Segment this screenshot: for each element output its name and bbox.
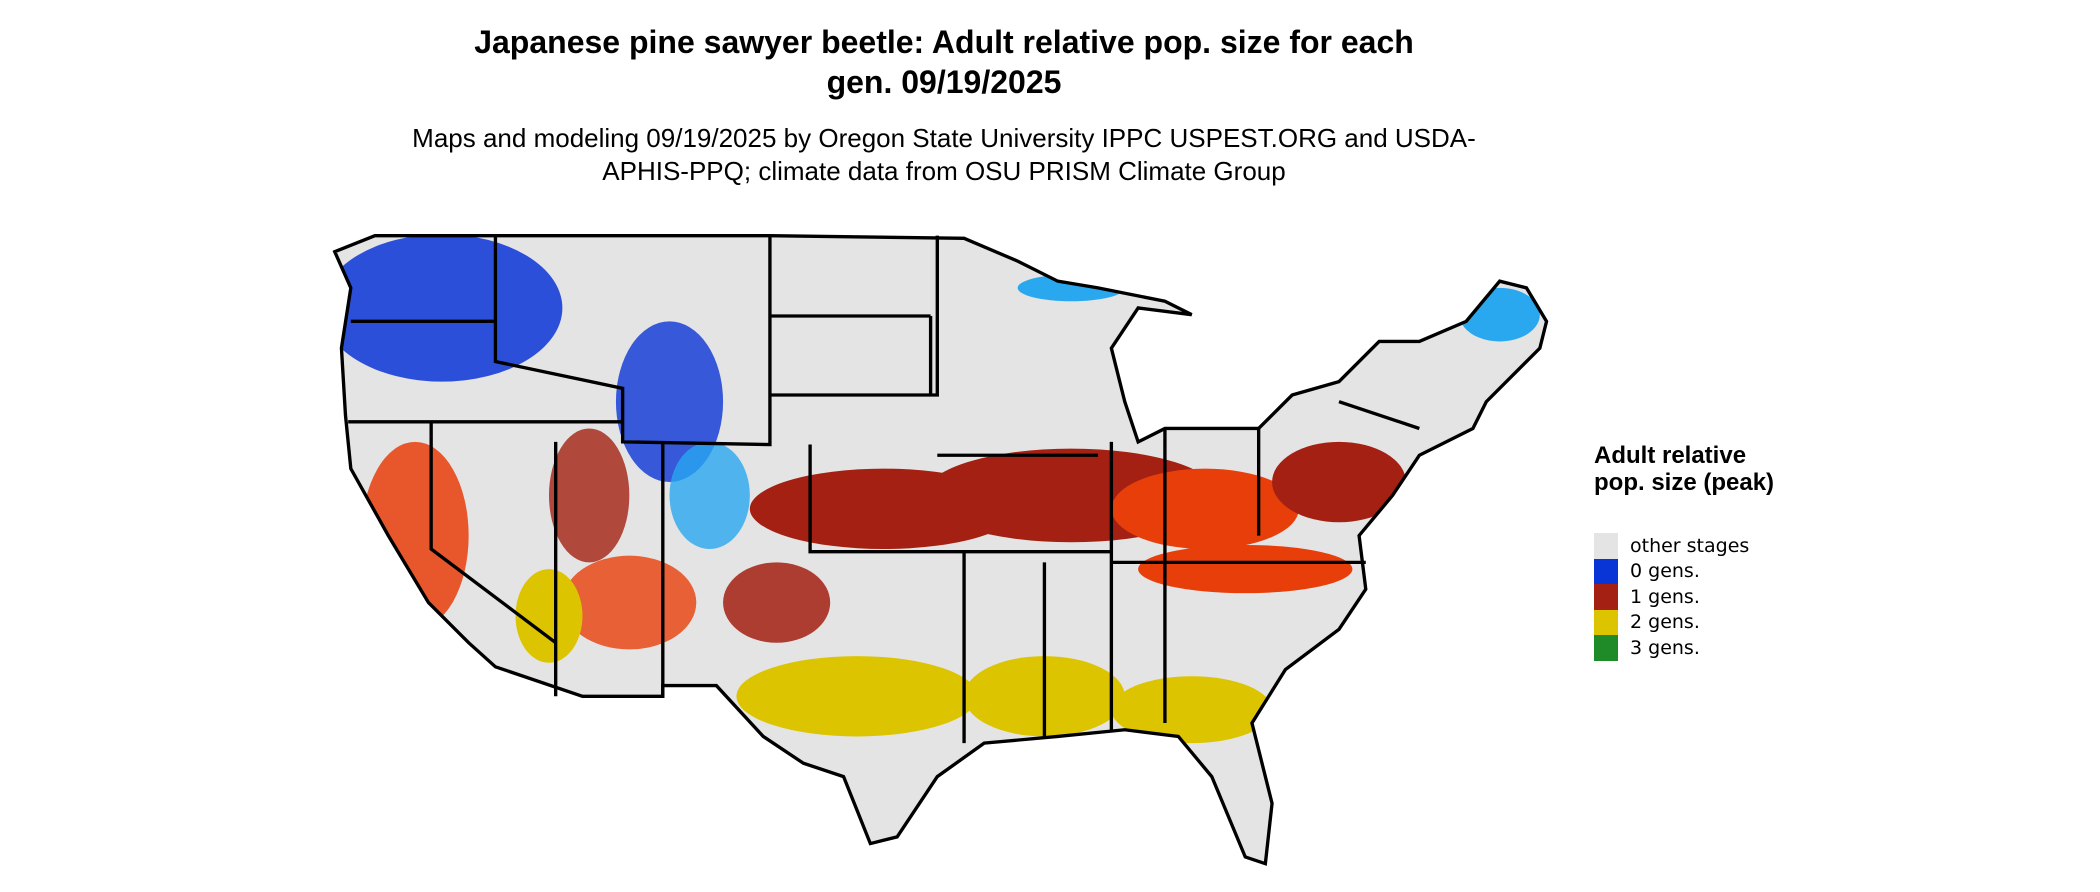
legend-label: 0 gens. [1630,560,1700,583]
legend-item: 1 gens. [1594,584,1749,610]
legend-label: 3 gens. [1630,636,1700,659]
legend-swatch [1594,533,1618,559]
legend-item: 0 gens. [1594,558,1749,584]
us-map [333,233,1549,866]
legend-title: Adult relative pop. size (peak) [1594,442,1775,496]
legend-item: 2 gens. [1594,609,1749,635]
legend-swatch [1594,635,1618,661]
legend-label: other stages [1630,534,1750,557]
legend-swatch [1594,558,1618,584]
legend-label: 2 gens. [1630,611,1700,634]
legend-item: 3 gens. [1594,635,1749,661]
legend-swatch [1594,609,1618,635]
title: Japanese pine sawyer beetle: Adult relat… [474,24,1414,100]
legend-item: other stages [1594,533,1749,559]
legend: other stages 0 gens. 1 gens. 2 gens. 3 gens. [1594,533,1749,661]
legend-swatch [1594,584,1618,610]
legend-label: 1 gens. [1630,585,1700,608]
subtitle: Maps and modeling 09/19/2025 by Oregon S… [412,123,1476,186]
